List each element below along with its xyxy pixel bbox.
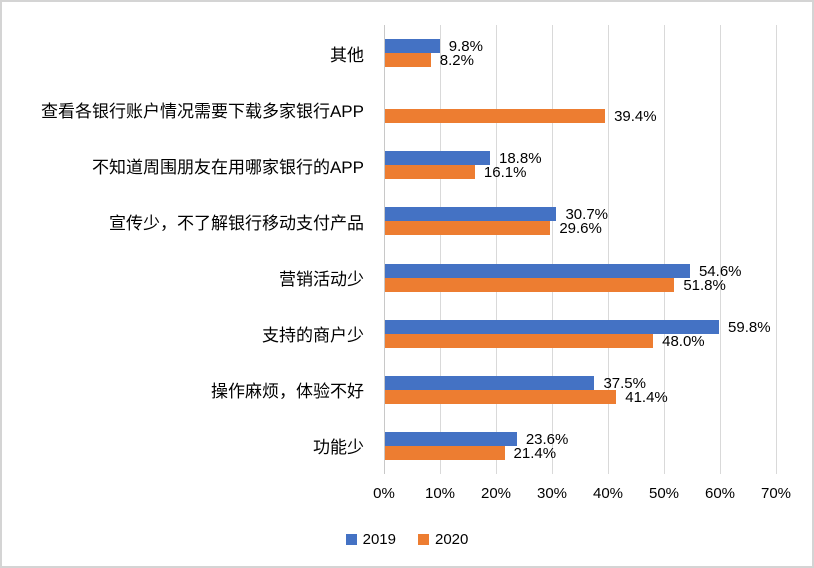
category-label: 营销活动少: [279, 270, 364, 290]
bar-2020: [385, 333, 654, 348]
gridline: [720, 25, 721, 474]
category-label: 功能少: [313, 438, 364, 458]
bar-2020: [385, 389, 617, 404]
legend-label: 2019: [362, 531, 396, 548]
x-tick-label: 0%: [373, 485, 395, 502]
data-label-2019: 9.8%: [448, 38, 483, 56]
data-label-2020: 48.0%: [662, 332, 705, 350]
bar-2020: [385, 165, 475, 180]
legend-swatch-2020: [418, 534, 429, 545]
data-label-2020: 51.8%: [683, 276, 726, 294]
bar-2020: [385, 221, 551, 236]
bar-group: 30.7% 29.6%: [385, 193, 776, 249]
bar-group: 18.8% 16.1%: [385, 137, 776, 193]
data-label-2019: 59.8%: [728, 318, 771, 336]
data-label-2020: 29.6%: [559, 220, 602, 238]
gridline: [608, 25, 609, 474]
data-label-2020: 8.2%: [439, 52, 474, 70]
legend-swatch-2019: [345, 534, 357, 545]
bar-2020: [385, 109, 606, 124]
category-label: 不知道周围朋友在用哪家银行的APP: [91, 157, 364, 177]
x-tick-label: 40%: [592, 485, 624, 502]
category-label: 宣传少，不了解银行移动支付产品: [109, 213, 364, 233]
bar-2020: [385, 53, 431, 68]
data-label-2020: 39.4%: [614, 108, 657, 126]
data-label-2019: 54.6%: [698, 262, 742, 280]
category-label: 操作麻烦，体验不好: [211, 382, 364, 402]
data-label-2020: 41.4%: [625, 388, 668, 406]
bar-group: 37.5% 41.4%: [385, 362, 776, 418]
gridline: [440, 25, 441, 474]
category-label: 查看各银行账户情况需要下载多家银行APP: [40, 101, 364, 121]
bar-2019: [385, 319, 720, 334]
data-label-2019: 37.5%: [603, 374, 646, 392]
bar-group: 23.6% 21.4%: [385, 418, 776, 474]
x-tick-label: 60%: [704, 485, 736, 502]
bar-group: 9.8% 8.2%: [385, 25, 776, 81]
gridline: [776, 25, 777, 474]
x-tick-label: 10%: [424, 485, 456, 502]
legend-label: 2020: [435, 531, 469, 548]
data-label-2019: 18.8%: [499, 150, 542, 168]
bar-2019: [385, 207, 557, 222]
plot-area: 9.8% 8.2% 39.4% 18.8% 16.1% 30.7% 29.6% 54.6% 51…: [384, 25, 777, 474]
bar-2019: [385, 263, 690, 278]
bar-group: 39.4%: [385, 81, 776, 137]
bar-2019: [385, 151, 490, 166]
category-label: 支持的商户少: [262, 326, 364, 346]
gridline: [496, 25, 497, 474]
bar-2020: [385, 277, 675, 292]
bar-2019: [385, 431, 517, 446]
data-label-2019: 23.6%: [525, 430, 569, 448]
legend-item-2019: 2019: [345, 531, 396, 548]
bar-2020: [385, 445, 505, 460]
data-label-2020: 16.1%: [483, 164, 527, 182]
value-axis: 0% 10% 20% 30% 40% 50% 60% 70%: [2, 474, 812, 506]
x-tick-label: 50%: [648, 485, 680, 502]
bar-group: 54.6% 51.8%: [385, 250, 776, 306]
bar-2019: [385, 39, 440, 54]
gridline: [664, 25, 665, 474]
bar-2019: [385, 375, 595, 390]
category-label: 其他: [330, 45, 364, 65]
legend: 2019 2020: [2, 531, 812, 548]
data-label-2020: 21.4%: [513, 444, 557, 462]
x-tick-label: 30%: [536, 485, 568, 502]
legend-item-2020: 2020: [418, 531, 468, 548]
category-axis-labels: 其他查看各银行账户情况需要下载多家银行APP 不知道周围朋友在用哪家银行的APP 宣…: [2, 25, 378, 474]
gridline: [552, 25, 553, 474]
data-label-2019: 30.7%: [565, 206, 609, 224]
bar-group: 59.8% 48.0%: [385, 306, 776, 362]
x-tick-label: 20%: [480, 485, 512, 502]
x-tick-label: 70%: [760, 485, 792, 502]
